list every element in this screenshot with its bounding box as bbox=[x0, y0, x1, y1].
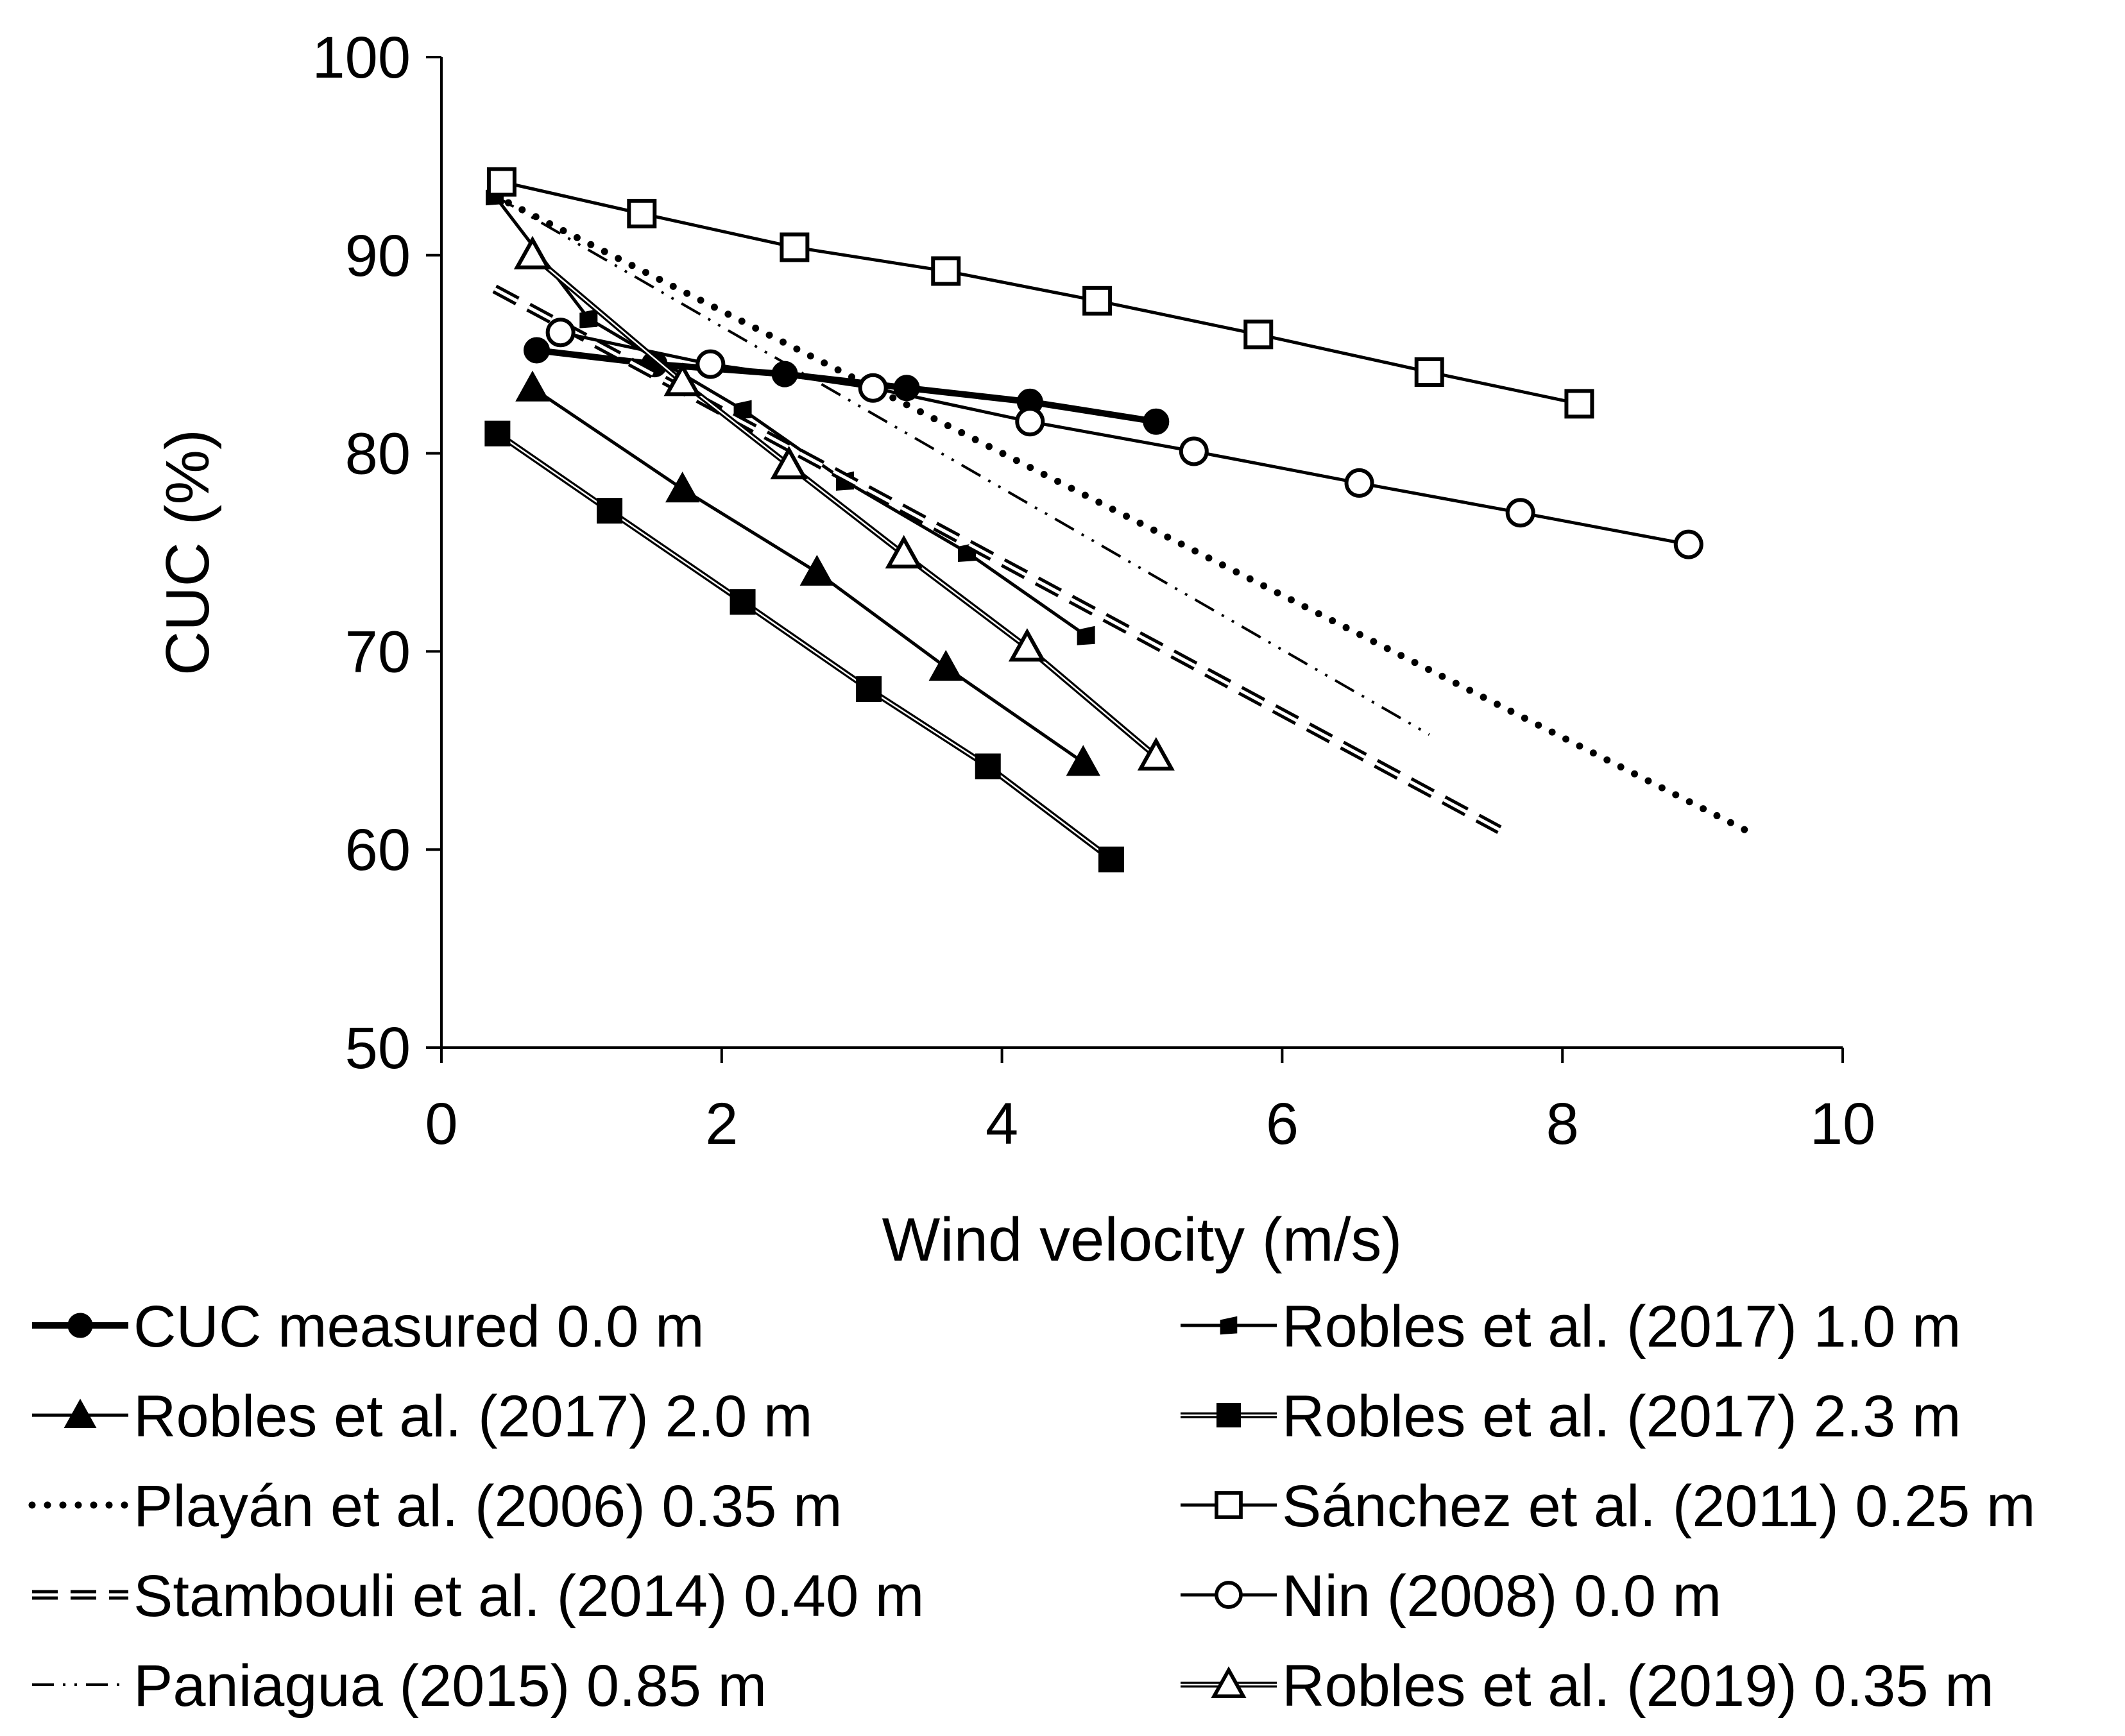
y-tick-label: 50 bbox=[345, 1016, 411, 1081]
legend-label: Sánchez et al. (2011) 0.25 m bbox=[1282, 1474, 2036, 1539]
marker-open-circle bbox=[1179, 436, 1209, 466]
legend-label: Nin (2008) 0.0 m bbox=[1282, 1563, 1721, 1629]
marker-open-circle bbox=[1215, 1581, 1243, 1609]
y-tick-label: 100 bbox=[312, 25, 411, 90]
marker-open-triangle bbox=[885, 534, 923, 569]
y-axis-title: CUC (%) bbox=[153, 429, 222, 676]
marker-open-triangle bbox=[1008, 628, 1046, 662]
marker-small-filled-square bbox=[1220, 1316, 1238, 1335]
legend-item: Robles et al. (2019) 0.35 m bbox=[1181, 1653, 1994, 1719]
plot-series bbox=[484, 167, 1748, 872]
marker-open-circle bbox=[1015, 407, 1045, 437]
marker-open-circle bbox=[1673, 529, 1703, 559]
marker-filled-triangle bbox=[1066, 745, 1100, 776]
marker-filled-circle bbox=[1143, 408, 1170, 435]
marker-filled-square bbox=[597, 498, 623, 524]
marker-open-circle bbox=[545, 318, 576, 348]
series-8 bbox=[545, 318, 1703, 559]
y-tick-label: 70 bbox=[345, 619, 411, 685]
legend-item: Robles et al. (2017) 1.0 m bbox=[1181, 1294, 1961, 1359]
legend-item: Nin (2008) 0.0 m bbox=[1181, 1563, 1721, 1629]
x-tick-label: 0 bbox=[425, 1091, 457, 1157]
legend-label: CUC measured 0.0 m bbox=[133, 1294, 704, 1359]
marker-open-circle bbox=[1505, 498, 1535, 528]
series-line bbox=[493, 194, 1088, 637]
series-line bbox=[560, 330, 1689, 547]
series-6 bbox=[486, 167, 1594, 419]
legend-label: Stambouli et al. (2014) 0.40 m bbox=[133, 1563, 924, 1629]
marker-filled-square bbox=[975, 753, 1001, 779]
legend-item: Stambouli et al. (2014) 0.40 m bbox=[32, 1563, 924, 1629]
series-line bbox=[491, 192, 1748, 833]
legend-item: Robles et al. (2017) 2.3 m bbox=[1181, 1384, 1961, 1449]
marker-small-filled-square bbox=[579, 309, 598, 328]
marker-open-square bbox=[1082, 285, 1113, 316]
marker-filled-triangle bbox=[64, 1399, 97, 1428]
y-tick-label: 60 bbox=[345, 817, 411, 883]
marker-filled-square bbox=[856, 676, 882, 702]
marker-filled-square bbox=[1098, 846, 1124, 872]
marker-filled-circle bbox=[524, 337, 550, 364]
marker-open-triangle bbox=[663, 362, 701, 396]
legend-label: Playán et al. (2006) 0.35 m bbox=[133, 1474, 842, 1539]
series-line bbox=[501, 180, 1580, 405]
legend-item: Sánchez et al. (2011) 0.25 m bbox=[1181, 1474, 2036, 1539]
x-tick-label: 10 bbox=[1810, 1091, 1875, 1157]
marker-open-square bbox=[931, 256, 961, 286]
x-tick-label: 8 bbox=[1546, 1091, 1579, 1157]
marker-open-circle bbox=[696, 349, 726, 379]
marker-filled-triangle bbox=[515, 370, 550, 402]
marker-filled-square bbox=[484, 420, 511, 447]
legend-item: Robles et al. (2017) 2.0 m bbox=[32, 1384, 813, 1449]
legend-label: Paniagua (2015) 0.85 m bbox=[133, 1653, 767, 1719]
marker-open-triangle bbox=[513, 235, 552, 269]
legend-label: Robles et al. (2017) 1.0 m bbox=[1282, 1294, 1961, 1359]
marker-filled-circle bbox=[67, 1313, 93, 1338]
marker-open-square bbox=[486, 167, 516, 197]
marker-open-triangle bbox=[770, 445, 808, 480]
legend-label: Robles et al. (2019) 0.35 m bbox=[1282, 1653, 1994, 1719]
series-line bbox=[497, 432, 1112, 860]
legend-label: Robles et al. (2017) 2.0 m bbox=[133, 1384, 813, 1449]
series-line bbox=[494, 194, 1430, 736]
series-10 bbox=[513, 235, 1175, 771]
marker-small-filled-square bbox=[1077, 625, 1095, 645]
marker-filled-triangle bbox=[928, 650, 963, 681]
marker-filled-square bbox=[1216, 1403, 1241, 1427]
marker-open-triangle bbox=[1211, 1666, 1247, 1698]
plot-axes: 50 60 70 80 90 100 0 2 4 6 8 10 Wind velocity (m/s) C… bbox=[153, 25, 1875, 1274]
marker-open-square bbox=[780, 232, 810, 262]
series-9 bbox=[494, 194, 1430, 736]
marker-filled-triangle bbox=[799, 554, 835, 586]
legend-item: Playán et al. (2006) 0.35 m bbox=[28, 1474, 842, 1539]
marker-open-square bbox=[627, 198, 657, 228]
marker-filled-triangle bbox=[665, 472, 700, 503]
marker-open-square bbox=[1564, 389, 1594, 419]
x-axis-title: Wind velocity (m/s) bbox=[882, 1205, 1403, 1274]
series-line bbox=[532, 254, 1157, 758]
marker-open-circle bbox=[858, 373, 888, 403]
marker-open-square bbox=[1215, 1491, 1243, 1519]
legend-item: Paniagua (2015) 0.85 m bbox=[32, 1653, 767, 1719]
x-tick-label: 6 bbox=[1266, 1091, 1299, 1157]
marker-open-square bbox=[1243, 319, 1274, 350]
marker-open-circle bbox=[1344, 468, 1374, 498]
marker-open-square bbox=[1414, 357, 1444, 387]
y-tick-label: 90 bbox=[345, 223, 411, 289]
y-tick-label: 80 bbox=[345, 421, 411, 487]
legend: CUC measured 0.0 m Robles et al. (2017) 1… bbox=[28, 1294, 2036, 1719]
marker-open-triangle bbox=[1137, 736, 1175, 771]
legend-label: Robles et al. (2017) 2.3 m bbox=[1282, 1384, 1961, 1449]
series-4 bbox=[484, 420, 1124, 872]
legend-item: CUC measured 0.0 m bbox=[32, 1294, 704, 1359]
x-tick-label: 2 bbox=[705, 1091, 738, 1157]
series-3 bbox=[515, 370, 1100, 776]
series-5 bbox=[491, 192, 1748, 833]
marker-filled-square bbox=[730, 589, 756, 615]
x-tick-label: 4 bbox=[986, 1091, 1018, 1157]
